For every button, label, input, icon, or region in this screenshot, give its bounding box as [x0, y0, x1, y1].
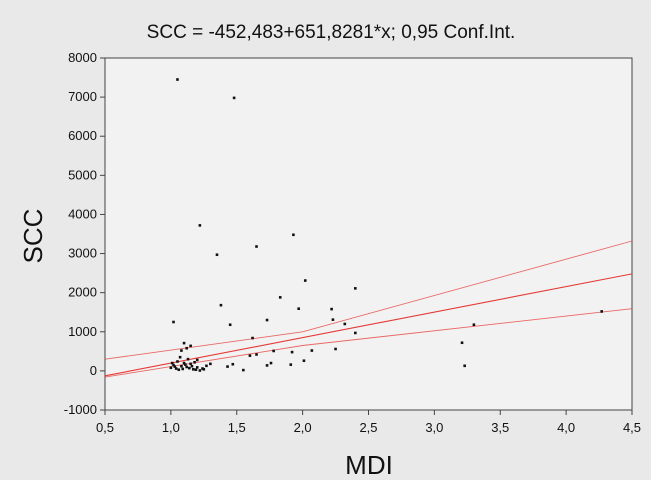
x-tick-label: 4,0: [557, 420, 575, 435]
data-point: [248, 354, 252, 357]
data-point: [198, 224, 202, 227]
x-tick-label: 1,0: [162, 420, 180, 435]
data-point: [189, 362, 192, 366]
y-tick-label: 8000: [68, 50, 97, 65]
y-axis-label: SCC: [18, 209, 48, 264]
data-point: [232, 96, 236, 100]
data-point: [265, 364, 269, 367]
data-point: [202, 368, 206, 371]
data-point: [190, 364, 194, 368]
data-point: [209, 362, 212, 366]
data-point: [174, 367, 178, 370]
data-point: [173, 365, 177, 368]
data-point: [172, 320, 175, 324]
data-point: [201, 367, 204, 370]
data-point: [182, 341, 186, 345]
data-point: [334, 347, 337, 351]
y-tick-label: 0: [90, 363, 97, 378]
data-point: [205, 364, 208, 368]
y-tick-label: 4000: [68, 206, 97, 221]
y-tick-label: 6000: [68, 128, 97, 143]
data-point: [354, 331, 357, 335]
data-point: [177, 368, 181, 372]
data-point: [354, 287, 357, 290]
data-point: [195, 366, 199, 369]
data-point: [176, 360, 179, 363]
data-point: [242, 368, 245, 372]
data-point: [193, 360, 196, 364]
x-tick-label: 2,5: [359, 420, 377, 435]
x-tick-label: 2,0: [294, 420, 312, 435]
data-point: [170, 361, 174, 365]
x-tick-label: 3,0: [425, 420, 443, 435]
data-point: [184, 363, 187, 366]
y-tick-label: 1000: [68, 324, 97, 339]
data-point: [231, 362, 235, 366]
data-point: [310, 349, 314, 352]
chart-title: SCC = -452,483+651,8281*x; 0,95 Conf.Int…: [147, 22, 516, 43]
plot-area: -1000 0 1000 2000 3000 4000 5000 6000 7000 8000 0,…: [64, 50, 641, 435]
data-point: [185, 365, 188, 369]
data-point: [303, 279, 307, 282]
data-point: [460, 341, 464, 345]
data-point: [331, 318, 335, 321]
y-tick-label: 5000: [68, 167, 97, 182]
data-point: [269, 361, 273, 365]
data-point: [180, 349, 183, 352]
data-point: [191, 368, 195, 371]
data-point: [188, 366, 191, 370]
data-point: [169, 366, 173, 370]
data-point: [176, 78, 179, 81]
x-tick-label: 4,5: [623, 420, 641, 435]
data-point: [251, 336, 254, 340]
data-point: [343, 322, 347, 326]
data-point: [198, 369, 202, 372]
data-point: [600, 310, 603, 313]
data-point: [180, 364, 183, 368]
regression-line: [104, 273, 633, 377]
x-tick-label: 3,5: [491, 420, 509, 435]
data-point: [215, 253, 219, 257]
data-point: [189, 344, 192, 348]
data-point: [226, 365, 229, 368]
data-point: [302, 359, 306, 363]
data-point: [185, 346, 188, 350]
data-point: [172, 363, 175, 367]
data-point: [181, 367, 185, 371]
data-point: [219, 303, 223, 307]
y-tick-label: -1000: [64, 402, 97, 417]
x-axis-label: MDI: [345, 450, 393, 480]
data-point: [278, 296, 282, 299]
data-point: [194, 368, 198, 372]
data-point: [290, 350, 294, 354]
data-point: [228, 323, 232, 327]
data-point: [255, 353, 258, 356]
data-point: [297, 307, 300, 311]
data-point: [178, 355, 182, 359]
y-tick-label: 7000: [68, 89, 97, 104]
data-point: [265, 318, 269, 322]
plot-frame: [104, 57, 633, 411]
data-point: [330, 307, 333, 311]
data-point: [195, 358, 199, 362]
data-point: [255, 245, 258, 248]
data-point: [289, 363, 293, 366]
data-point: [186, 357, 190, 361]
data-point: [292, 233, 295, 237]
data-point: [182, 361, 186, 365]
y-tick-label: 2000: [68, 285, 97, 300]
data-point: [272, 349, 275, 353]
x-tick-label: 0,5: [96, 420, 114, 435]
y-tick-label: 3000: [68, 246, 97, 261]
x-tick-label: 1,5: [228, 420, 246, 435]
confidence-upper-line: [104, 240, 633, 360]
data-point: [463, 364, 466, 368]
data-point: [472, 323, 476, 327]
